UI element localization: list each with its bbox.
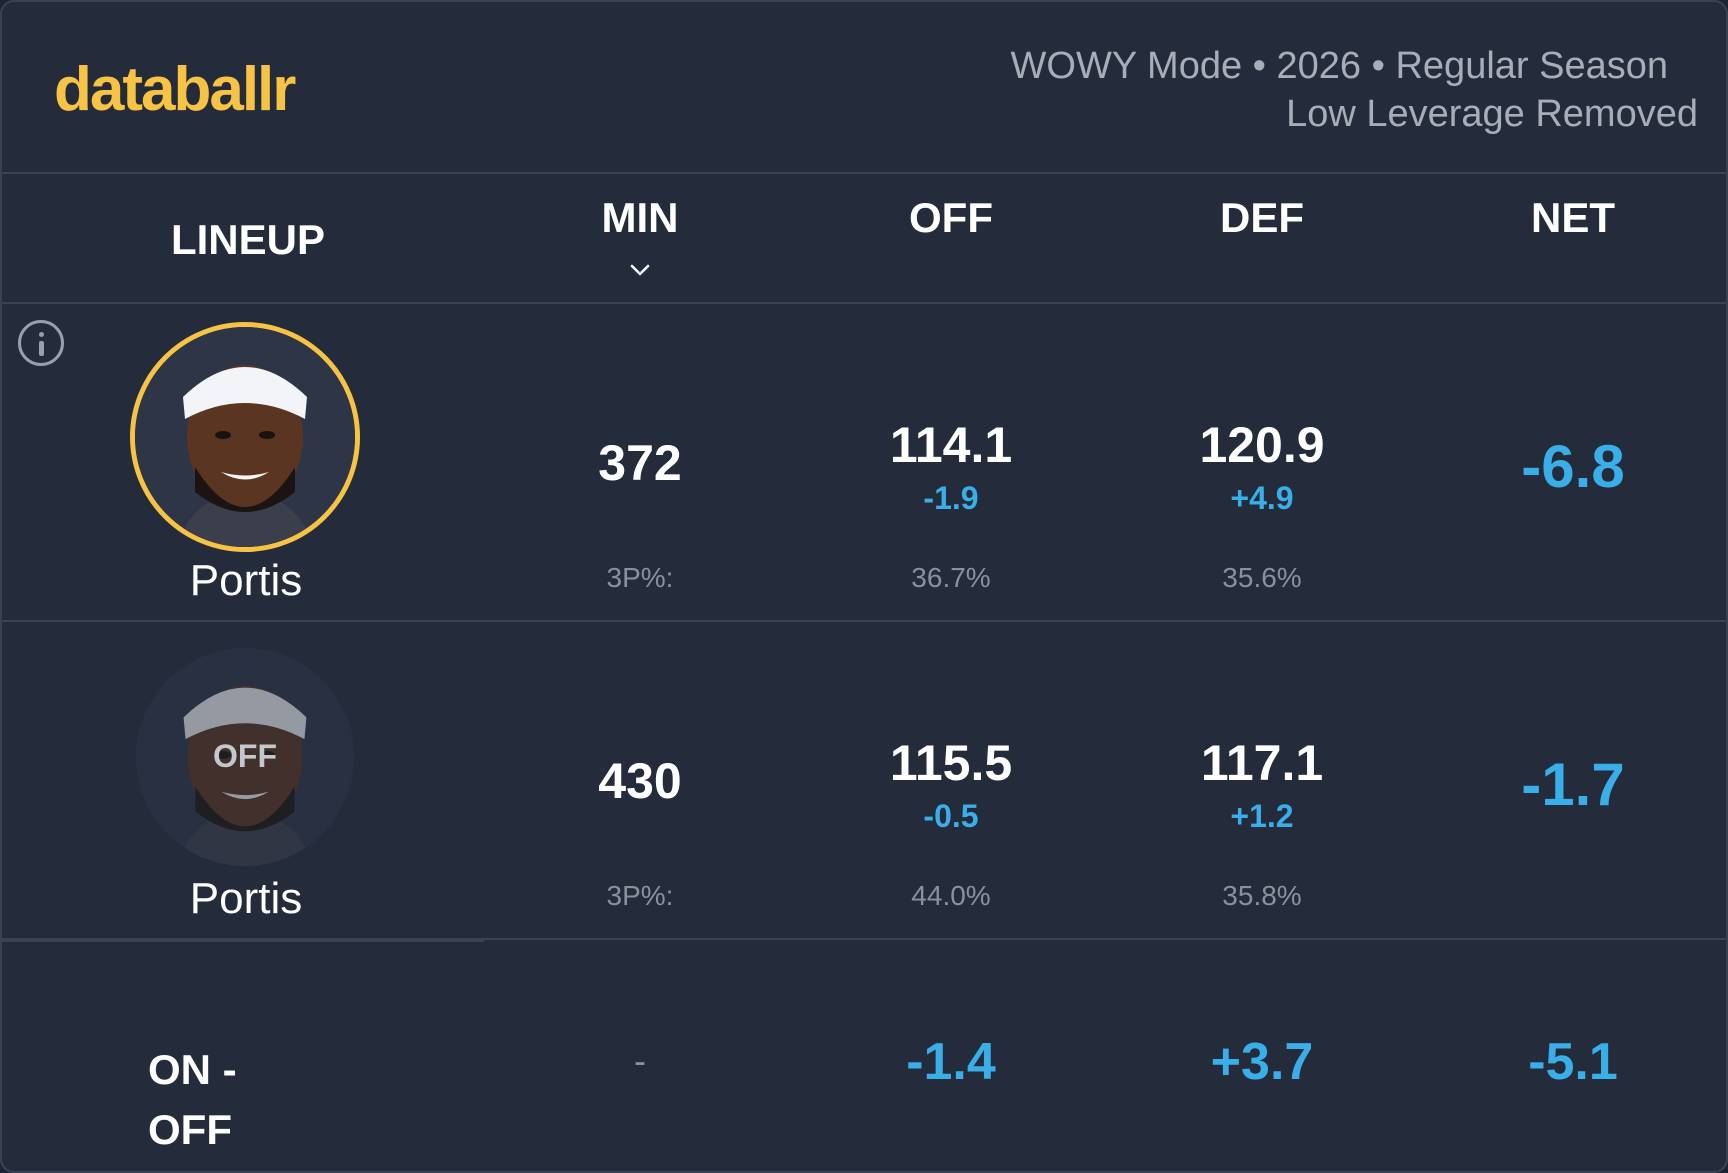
on-off-def-diff: +3.7	[1210, 1033, 1314, 1091]
player-headshot-icon	[135, 327, 355, 547]
on-off-minutes: -	[634, 1040, 646, 1081]
off-rating-delta: -0.5	[923, 798, 979, 834]
minutes-value: 372	[598, 435, 682, 491]
off-rating-value: 115.5	[889, 735, 1013, 791]
col-header-lineup[interactable]: LINEUP	[170, 216, 325, 263]
three-pt-label: 3P%:	[606, 562, 674, 593]
off-three-pt-pct: 36.7%	[911, 562, 991, 593]
off-rating-delta: -1.9	[923, 480, 979, 516]
three-pt-label: 3P%:	[606, 880, 674, 911]
col-header-off[interactable]: OFF	[909, 194, 993, 241]
off-three-pt-pct: 44.0%	[911, 880, 991, 911]
minutes-value: 430	[598, 753, 682, 809]
def-rating-delta: +1.2	[1230, 798, 1294, 834]
col-header-def[interactable]: DEF	[1220, 194, 1304, 241]
mode-subtitle: WOWY Mode • 2026 • Regular Season Low Le…	[1011, 42, 1698, 138]
leverage-line: Low Leverage Removed	[1286, 93, 1698, 135]
card-header: databallr WOWY Mode • 2026 • Regular Sea…	[2, 2, 1726, 174]
player-headshot-icon	[136, 648, 354, 866]
on-off-summary-row: ON - OFF - -1.4 +3.7 -5.1	[2, 940, 1726, 1171]
def-rating-value: 120.9	[1199, 417, 1325, 473]
on-off-off-diff: -1.4	[906, 1033, 996, 1091]
col-header-min[interactable]: MIN	[601, 194, 679, 241]
off-rating-value: 114.1	[889, 417, 1013, 473]
net-rating-value: -1.7	[1521, 751, 1625, 818]
on-off-label-line2: OFF	[148, 1106, 232, 1153]
col-header-net[interactable]: NET	[1531, 194, 1615, 241]
player-name: Portis	[189, 556, 303, 605]
def-rating-delta: +4.9	[1230, 480, 1294, 516]
section-divider	[2, 938, 484, 942]
def-three-pt-pct: 35.6%	[1222, 562, 1302, 593]
on-off-net-diff: -5.1	[1528, 1033, 1618, 1091]
def-rating-value: 117.1	[1200, 735, 1324, 791]
player-avatar	[130, 322, 360, 552]
column-header-row: LINEUP MIN OFF DEF NET	[2, 174, 1726, 304]
databallr-logo[interactable]: databallr	[54, 55, 296, 124]
player-name: Portis	[189, 874, 303, 923]
on-off-label: ON - OFF	[148, 1040, 348, 1160]
def-three-pt-pct: 35.8%	[1222, 880, 1302, 911]
info-icon[interactable]	[18, 320, 64, 366]
player-avatar-off	[136, 648, 354, 866]
chevron-down-icon[interactable]	[630, 260, 650, 280]
on-off-label-line1: ON -	[148, 1046, 237, 1093]
off-badge: OFF	[213, 738, 277, 774]
net-rating-value: -6.8	[1521, 433, 1625, 500]
lineup-row-on: Portis 372 114.1 -1.9 120.9 +4.9 -6.8 3P…	[2, 304, 1726, 622]
mode-line: WOWY Mode • 2026 • Regular Season	[1010, 45, 1668, 87]
lineup-row-off: OFF Portis 430 115.5 -0.5 117.1 +1.2 -1.…	[2, 622, 1726, 940]
